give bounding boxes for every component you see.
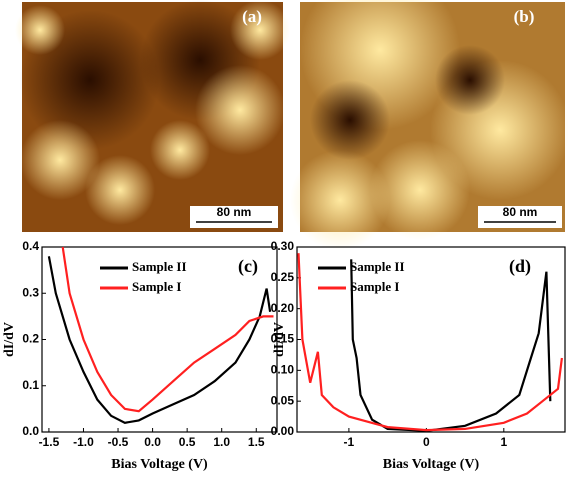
x-tick-label: -1.0 — [73, 435, 94, 449]
x-tick-label: 1 — [500, 435, 507, 449]
panel-label: (a) — [242, 7, 262, 26]
x-tick-label: 0 — [423, 435, 430, 449]
y-tick-label: 0.30 — [271, 239, 295, 253]
y-axis-label: dI/dV — [272, 322, 287, 357]
x-tick-label: -1 — [344, 435, 355, 449]
panel-label: (c) — [238, 256, 258, 277]
image-b: 80 nm (b) — [290, 0, 568, 250]
scale-bar-label: 80 nm — [503, 205, 538, 219]
y-tick-label: 0.00 — [271, 424, 295, 438]
line-series — [47, 256, 272, 424]
y-tick-label: 0.1 — [22, 378, 39, 392]
y-tick-label: 0.3 — [22, 285, 39, 299]
x-tick-label: 0.0 — [144, 435, 161, 449]
x-tick-label: 1.5 — [248, 435, 265, 449]
y-tick-label: 0.20 — [271, 301, 295, 315]
x-tick-label: -1.5 — [39, 435, 60, 449]
panel-label: (b) — [514, 7, 535, 26]
y-axis-label: dI/dV — [2, 322, 17, 357]
legend-label: Sample II — [350, 259, 405, 274]
y-tick-label: 0.4 — [22, 239, 39, 253]
line-series — [350, 259, 552, 432]
legend-label: Sample II — [132, 259, 187, 274]
image-a: 80 nm (a) — [15, 0, 290, 232]
x-tick-label: 0.5 — [179, 435, 196, 449]
scale-bar-label: 80 nm — [217, 205, 252, 219]
y-tick-label: 0.15 — [271, 332, 295, 346]
line-series — [61, 246, 274, 413]
x-axis-label: Bias Voltage (V) — [383, 457, 480, 472]
x-axis-label: Bias Voltage (V) — [111, 457, 208, 472]
y-tick-label: 0.0 — [22, 424, 39, 438]
x-tick-label: -0.5 — [108, 435, 129, 449]
y-tick-label: 0.2 — [22, 332, 39, 346]
legend-label: Sample I — [132, 279, 181, 294]
line-series — [297, 253, 563, 432]
x-tick-label: 1.0 — [213, 435, 230, 449]
y-tick-label: 0.10 — [271, 363, 295, 377]
legend-label: Sample I — [350, 279, 399, 294]
y-tick-label: 0.25 — [271, 270, 295, 284]
y-tick-label: 0.05 — [271, 393, 295, 407]
panel-label: (d) — [509, 256, 531, 277]
